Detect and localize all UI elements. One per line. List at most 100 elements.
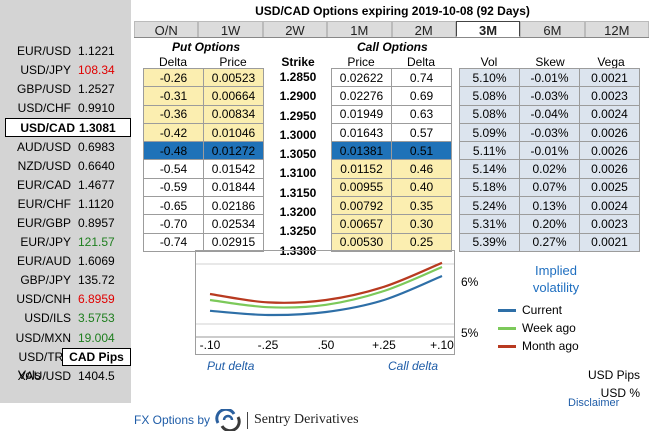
- skew-cell: 0.27%: [519, 232, 580, 252]
- put-row[interactable]: -0.36 0.00834: [143, 104, 264, 124]
- currency-pair-usd-jpy[interactable]: USD/JPY 108.34: [0, 61, 131, 80]
- page-title: USD/CAD Options expiring 2019-10-08 (92 …: [255, 4, 530, 18]
- call-price-cell: 0.02276: [331, 86, 392, 106]
- pair-name: EUR/CAD: [16, 177, 71, 192]
- call-delta-cell: 0.57: [391, 122, 452, 143]
- tab-2m[interactable]: 2M: [391, 21, 456, 38]
- skew-cell: 0.02%: [519, 159, 580, 179]
- pair-rate: 0.9910: [78, 101, 115, 116]
- put-delta-cell: -0.48: [143, 141, 204, 161]
- vol-smile-chart: -.10 -.25 .50 +.25 +.10: [195, 250, 455, 355]
- put-delta-cell: -0.70: [143, 214, 204, 234]
- legend-swatch: [498, 327, 516, 330]
- vol-header: Vol: [480, 55, 498, 69]
- call-row[interactable]: 0.01949 0.63: [331, 104, 452, 124]
- put-row[interactable]: -0.59 0.01844: [143, 177, 264, 198]
- pair-rate: 1.1120: [78, 196, 114, 211]
- call-price-cell: 0.00530: [331, 232, 392, 252]
- vols-option[interactable]: Vols: [18, 368, 41, 382]
- vol-cell: 5.39%: [459, 232, 520, 252]
- vol-cell: 5.18%: [459, 177, 520, 198]
- call-delta-cell: 0.46: [391, 159, 452, 179]
- disclaimer-link[interactable]: Disclaimer: [568, 397, 620, 409]
- pair-name: NZD/USD: [17, 158, 71, 173]
- currency-pair-aud-usd[interactable]: AUD/USD 0.6983: [0, 138, 131, 157]
- footer-brand[interactable]: Sentry Derivatives: [254, 412, 359, 427]
- vol-row: 5.10% -0.01% 0.0021: [459, 67, 640, 88]
- currency-pair-eur-aud[interactable]: EUR/AUD 1.6069: [0, 252, 131, 271]
- currency-pair-eur-jpy[interactable]: EUR/JPY 121.57: [0, 233, 131, 252]
- pair-rate: 1.2527: [78, 82, 115, 97]
- usd-percent-option[interactable]: USD %: [600, 386, 640, 400]
- put-price-cell: 0.01046: [203, 122, 264, 143]
- pair-rate: 3.5753: [78, 311, 115, 326]
- put-row[interactable]: -0.70 0.02534: [143, 214, 264, 234]
- vol-row: 5.09% -0.03% 0.0026: [459, 122, 640, 143]
- put-price-cell: 0.00664: [203, 86, 264, 106]
- put-delta-cell: -0.31: [143, 86, 204, 106]
- call-row[interactable]: 0.01643 0.57: [331, 122, 452, 143]
- usd-pips-option[interactable]: USD Pips: [587, 368, 640, 382]
- tab-2w[interactable]: 2W: [262, 21, 328, 38]
- put-row[interactable]: -0.54 0.01542: [143, 159, 264, 179]
- currency-pair-gbp-usd[interactable]: GBP/USD 1.2527: [0, 80, 131, 99]
- call-row[interactable]: 0.00792 0.35: [331, 196, 452, 216]
- tab-1w[interactable]: 1W: [198, 21, 263, 38]
- put-price-cell: 0.01844: [203, 177, 264, 198]
- currency-pair-eur-usd[interactable]: EUR/USD 1.1221: [0, 42, 131, 61]
- call-row[interactable]: 0.00530 0.25: [331, 232, 452, 252]
- call-row[interactable]: 0.01381 0.51: [331, 141, 452, 161]
- tab-12m[interactable]: 12M: [584, 21, 649, 38]
- strike-value: 1.2950: [279, 108, 317, 123]
- currency-pair-gbp-jpy[interactable]: GBP/JPY 135.72: [0, 271, 131, 290]
- pair-name: USD/CHF: [17, 101, 71, 116]
- vol-cell: 5.10%: [459, 67, 520, 88]
- strike-value: 1.2850: [279, 70, 317, 84]
- currency-pair-panel: EUR/USD 1.1221 USD/JPY 108.34 GBP/USD 1.2527 U…: [0, 0, 131, 403]
- currency-pair-eur-gbp[interactable]: EUR/GBP 0.8957: [0, 214, 131, 233]
- pair-name: EUR/CHF: [17, 196, 71, 211]
- tab-1m[interactable]: 1M: [327, 21, 392, 38]
- pair-rate: 0.6983: [78, 139, 115, 154]
- put-row[interactable]: -0.42 0.01046: [143, 122, 264, 143]
- currency-pair-usd-cnh[interactable]: USD/CNH 6.8959: [0, 290, 131, 309]
- currency-pair-usd-ils[interactable]: USD/ILS 3.5753: [0, 309, 131, 328]
- tab-3m[interactable]: 3M: [455, 21, 521, 38]
- currency-pair-usd-cad[interactable]: USD/CAD 1.3081: [5, 118, 131, 138]
- tab-6m[interactable]: 6M: [520, 21, 585, 38]
- call-options-label: Call Options: [357, 40, 428, 54]
- currency-pair-eur-chf[interactable]: EUR/CHF 1.1120: [0, 195, 131, 214]
- put-delta-axis-label: Put delta: [207, 359, 255, 373]
- pair-name: EUR/USD: [16, 44, 71, 58]
- call-row[interactable]: 0.02276 0.69: [331, 86, 452, 106]
- strike-value: 1.3050: [279, 147, 317, 162]
- vol-row: 5.31% 0.20% 0.0023: [459, 214, 640, 234]
- put-price-cell: 0.01542: [203, 159, 264, 179]
- put-row[interactable]: -0.26 0.00523: [143, 67, 264, 88]
- currency-pair-usd-mxn[interactable]: USD/MXN 19.004: [0, 329, 131, 348]
- pair-name: GBP/JPY: [20, 273, 71, 288]
- call-row[interactable]: 0.00955 0.40: [331, 177, 452, 198]
- tab-on[interactable]: O/N: [134, 21, 199, 38]
- pair-name: USD/ILS: [24, 311, 71, 326]
- put-row[interactable]: -0.31 0.00664: [143, 86, 264, 106]
- put-price-cell: 0.02915: [203, 232, 264, 252]
- put-row[interactable]: -0.65 0.02186: [143, 196, 264, 216]
- call-row[interactable]: 0.01152 0.46: [331, 159, 452, 179]
- call-row[interactable]: 0.02622 0.74: [331, 67, 452, 88]
- cad-pips-option[interactable]: CAD Pips: [62, 348, 131, 366]
- currency-pair-xau-usd[interactable]: XAU/USD 1404.5: [0, 367, 131, 386]
- currency-pair-usd-chf[interactable]: USD/CHF 0.9910: [0, 99, 131, 118]
- pair-rate: 6.8959: [78, 292, 115, 307]
- call-row[interactable]: 0.00657 0.30: [331, 214, 452, 234]
- put-row[interactable]: -0.48 0.01272: [143, 141, 264, 161]
- currency-pair-nzd-usd[interactable]: NZD/USD 0.6640: [0, 157, 131, 176]
- pair-name: EUR/JPY: [20, 235, 71, 249]
- put-row[interactable]: -0.74 0.02915: [143, 232, 264, 252]
- currency-pair-eur-cad[interactable]: EUR/CAD 1.4677: [0, 176, 131, 195]
- pair-rate: 121.57: [78, 235, 115, 249]
- call-price-cell: 0.00955: [331, 177, 392, 198]
- skew-cell: -0.03%: [519, 86, 580, 106]
- pair-rate: 1.6069: [78, 254, 115, 269]
- put-delta-cell: -0.54: [143, 159, 204, 179]
